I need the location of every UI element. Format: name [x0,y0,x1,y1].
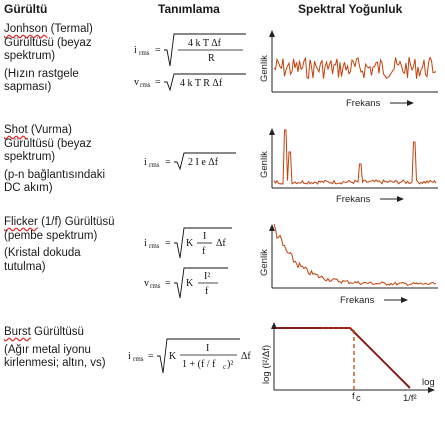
svg-text:=: = [165,238,171,249]
johnson-title: Jonhson (Termal) Gürültüsü (beyaz spektr… [4,23,93,62]
johnson-xlabel: Frekans [346,98,381,109]
flicker-irms-symbol: i [144,238,147,249]
svg-text:K: K [169,351,177,362]
header-spectral: Spektral Yoğunluk [298,2,403,16]
svg-text:1 + (f / f: 1 + (f / f [182,359,216,370]
flicker-title: Flicker (1/f) Gürültüsü (pembe spektrum) [4,216,115,242]
svg-text:I²: I² [204,271,210,282]
svg-text:rms: rms [139,49,150,57]
burst-ylabel: log (I²/Δf) [261,345,272,384]
header-definition: Tanımlama [158,2,220,16]
johnson-formula: i rms = 4 k T Δf R v rms = 4 k T R Δf [128,30,258,120]
flicker-spectrum: Genlik Frekans [259,214,442,309]
johnson-vrms-symbol: v [134,77,139,88]
burst-note: (Ağır metal iyonu kirlenmesi; altın, vs) [4,343,106,370]
johnson-irms-denominator: R [208,53,215,64]
shot-irms-symbol: i [144,157,147,168]
svg-text:I: I [206,343,209,354]
shot-noise-trace [273,129,437,185]
burst-fc-label: f [352,391,355,402]
shot-description: Shot (Vurma) Gürültüsü (beyaz spektrum) … [4,124,124,200]
svg-text:Δf: Δf [241,351,251,362]
svg-text:rms: rms [133,355,144,363]
flicker-description: Flicker (1/f) Gürültüsü (pembe spektrum)… [4,216,124,278]
burst-description: Burst Gürültüsü (Ağır metal iyonu kirlen… [4,326,124,375]
svg-text:=: = [165,278,171,289]
svg-text:f: f [205,286,209,297]
flicker-formula: i rms = K I f Δf v rms = K I² f [128,224,258,314]
burst-irms-symbol: i [128,351,131,362]
burst-xlabel: log [422,377,435,388]
header-noise: Gürültü [4,2,48,16]
svg-text:=: = [155,77,161,88]
svg-text:rms: rms [140,81,151,89]
svg-text:c: c [356,393,361,404]
svg-text:c: c [223,363,226,371]
svg-text:f: f [202,246,206,257]
shot-note: (p-n bağlantısındaki DC akım) [4,168,106,195]
burst-slope-label: 1/f² [403,393,417,404]
svg-text:rms: rms [150,282,161,290]
shot-formula: i rms = 2 I e Δf [128,145,258,235]
johnson-irms-symbol: i [134,45,137,56]
shot-title: Shot (Vurma) Gürültüsü (beyaz spektrum) [4,124,92,163]
johnson-vrms-body: 4 k T R Δf [180,78,223,89]
burst-title: Burst Gürültüsü [4,326,84,338]
svg-text:)²: )² [227,359,233,370]
svg-text:=: = [148,351,154,362]
svg-text:K: K [186,278,194,289]
johnson-note: (Hızın rastgele sapması) [4,67,79,94]
johnson-spectrum: Genlik Frekans [259,20,442,115]
johnson-description: Jonhson (Termal) Gürültüsü (beyaz spektr… [4,23,124,99]
svg-text:=: = [165,157,171,168]
svg-text:=: = [155,45,161,56]
johnson-noise-trace [273,56,437,80]
flicker-vrms-symbol: v [144,278,149,289]
johnson-ylabel: Genlik [259,55,270,82]
shot-ylabel: Genlik [259,151,270,178]
shot-spectrum: Genlik Frekans [259,118,442,213]
svg-text:I: I [203,231,206,242]
svg-text:K: K [186,238,194,249]
johnson-irms-numerator: 4 k T Δf [188,38,222,49]
flicker-xlabel: Frekans [340,295,375,306]
burst-formula: i rms = K I 1 + (f / f c )² Δf [128,337,258,427]
svg-text:rms: rms [149,161,160,169]
svg-text:Δf: Δf [216,238,226,249]
shot-xlabel: Frekans [336,194,371,205]
burst-spectrum: log (I²/Δf) f c 1/f² log [261,312,442,405]
flicker-note: (Kristal dokuda tutulma) [4,247,81,273]
burst-spectrum-line [276,327,411,389]
shot-irms-body: 2 I e Δf [188,157,219,168]
flicker-noise-trace [273,223,437,286]
flicker-ylabel: Genlik [259,249,270,276]
svg-text:rms: rms [149,242,160,250]
